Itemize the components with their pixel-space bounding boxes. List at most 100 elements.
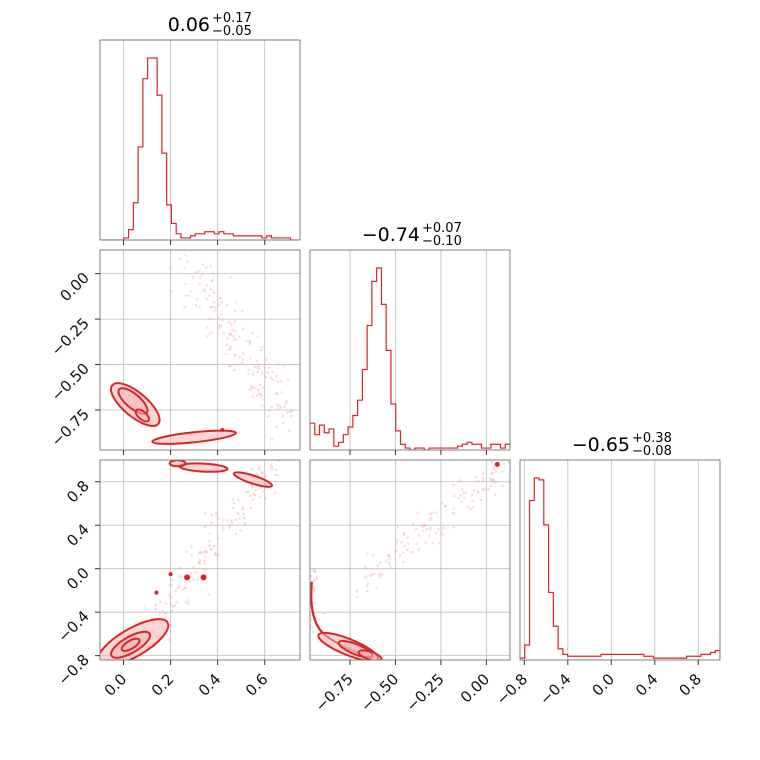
density-contour-inner (117, 387, 149, 415)
scatter-point (218, 323, 222, 327)
histogram-bin (458, 446, 463, 450)
scatter-point (229, 364, 233, 368)
scatter-point (189, 290, 193, 293)
scatter-point (186, 602, 190, 605)
histogram-bin (710, 652, 715, 660)
histogram-bin (381, 304, 386, 450)
scatter-point (234, 532, 238, 536)
scatter-point (169, 624, 172, 627)
scatter-point (234, 338, 238, 341)
histogram-frame-0 (99, 39, 301, 241)
x-tick-label: −0.8 (493, 670, 531, 708)
histogram-bin (625, 654, 630, 660)
scatter-point (270, 457, 273, 460)
density-contour-tail (151, 429, 237, 445)
scatter-point (205, 283, 209, 287)
scatter-point (163, 612, 166, 615)
scatter-point (233, 353, 237, 357)
y-tick-label: 0.8 (63, 477, 93, 507)
scatter-point (230, 521, 234, 525)
scatter-point (183, 266, 186, 270)
scatter-point (490, 460, 494, 464)
scatter-point (452, 526, 455, 529)
scatter-point (444, 504, 448, 508)
histogram-bin (572, 656, 577, 660)
scatter-point (471, 499, 474, 503)
histogram-bin (148, 58, 153, 240)
scatter-point (489, 484, 493, 488)
scatter-point (259, 394, 263, 398)
scatter-point (194, 571, 198, 574)
scatter-point (493, 493, 497, 497)
scatter-point (214, 512, 218, 515)
scatter-point (227, 321, 231, 324)
density-contour-tail-c (168, 460, 187, 468)
scatter-point (431, 511, 434, 514)
x-tick-label: 0.0 (589, 670, 619, 700)
scatter-point (483, 487, 486, 491)
scatter-point (387, 554, 391, 557)
scatter-point (231, 328, 235, 332)
scatter-point (278, 460, 281, 463)
y-tick-label: −0.75 (48, 405, 93, 450)
scatter-point (173, 604, 177, 608)
scatter-point (225, 303, 229, 307)
scatter-point (396, 525, 400, 529)
scatter-point (229, 333, 233, 337)
scatter-point (251, 371, 255, 374)
scatter-point (259, 348, 263, 352)
histogram-bin (129, 230, 134, 240)
scatter-point (378, 575, 382, 579)
histogram-bin (701, 654, 706, 660)
scatter-point (214, 553, 218, 557)
scatter-point (429, 516, 433, 520)
scatter-point (274, 468, 278, 472)
scatter-point (388, 561, 391, 564)
scatter-point (202, 288, 206, 292)
scatter-point (507, 460, 510, 464)
pair-frame-1 (99, 459, 301, 661)
scatter-point (253, 386, 256, 390)
scatter-point (482, 476, 485, 480)
scatter-point (258, 495, 262, 499)
scatter-point (218, 297, 222, 300)
scatter-point (470, 493, 474, 497)
y-tick-label: 0.00 (56, 269, 92, 305)
scatter-point (276, 407, 280, 410)
scatter-point (217, 326, 221, 330)
scatter-point (398, 553, 402, 557)
scatter-point (217, 537, 220, 540)
scatter-point (260, 345, 264, 349)
scatter-point (428, 527, 431, 531)
scatter-point (203, 525, 207, 529)
panel-title-1: −0.74 +0.07−0.10 (362, 221, 462, 249)
histogram-bin (568, 656, 573, 660)
scatter-point (232, 502, 236, 505)
scatter-point (477, 491, 480, 494)
scatter-point (198, 562, 202, 565)
scatter-point (213, 306, 217, 309)
scatter-point (270, 438, 274, 441)
scatter-point (178, 257, 181, 260)
scatter-point (204, 555, 207, 559)
scatter-point (198, 283, 201, 286)
histogram-bin (610, 654, 615, 660)
histogram-bin (353, 416, 358, 450)
scatter-point (416, 511, 420, 515)
scatter-point (411, 522, 415, 526)
scatter-point (190, 246, 193, 249)
histogram-bin (687, 656, 692, 660)
scatter-point (251, 497, 255, 501)
y-tick-label: −0.50 (48, 360, 93, 405)
scatter-point (287, 378, 290, 381)
scatter-point (477, 479, 480, 483)
scatter-point (405, 548, 409, 552)
pair-panel-1 (100, 457, 300, 660)
title-plus: +0.17 (212, 11, 252, 26)
scatter-point (210, 330, 213, 334)
scatter-point (192, 578, 195, 581)
scatter-point (198, 559, 202, 562)
scatter-point (265, 358, 269, 362)
histogram-bin (138, 147, 143, 240)
